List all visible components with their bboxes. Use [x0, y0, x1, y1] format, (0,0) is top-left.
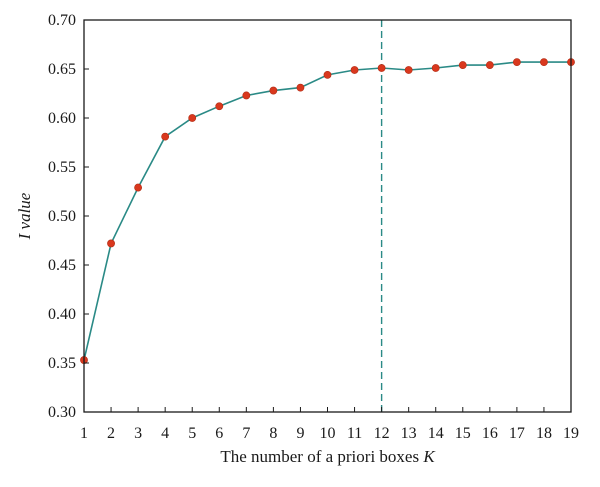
data-point: [242, 91, 251, 100]
x-tick-label: 19: [563, 425, 579, 442]
plot-content: [80, 20, 575, 412]
y-tick-label: 0.70: [48, 12, 76, 29]
x-tick-label: 16: [482, 425, 498, 442]
data-point: [485, 61, 494, 69]
data-point: [188, 114, 197, 122]
x-tick-label: 18: [536, 425, 552, 442]
x-tick-label: 9: [296, 425, 304, 442]
y-tick-label: 0.40: [48, 306, 76, 323]
y-tick-label: 0.65: [48, 61, 76, 78]
y-tick-label: 0.45: [48, 257, 76, 274]
x-tick-label: 1: [80, 425, 88, 442]
data-point: [540, 58, 548, 67]
data-point: [377, 64, 386, 72]
x-tick-label: 14: [428, 425, 444, 442]
x-axis-label-variable: K: [422, 447, 436, 466]
x-tick-label: 2: [107, 425, 115, 442]
x-tick-label: 8: [269, 425, 277, 442]
x-axis-ticks: 1 2 3 4 5 6 7 8 9 10 11 12 13 14 15 16 17 18 19: [80, 407, 579, 442]
data-point: [215, 102, 224, 111]
x-tick-label: 15: [455, 425, 471, 442]
data-point: [350, 66, 359, 74]
data-point: [323, 70, 332, 79]
x-tick-label: 11: [347, 425, 362, 442]
data-point: [161, 132, 170, 141]
x-tick-label: 13: [401, 425, 417, 442]
x-axis-label: The number of a priori boxes K: [220, 447, 436, 466]
y-tick-label: 0.30: [48, 404, 76, 421]
y-tick-label: 0.55: [48, 159, 76, 176]
data-point: [431, 64, 440, 72]
x-axis-label-main: The number of a priori boxes: [220, 447, 423, 466]
series-line: [83, 61, 571, 361]
y-tick-label: 0.35: [48, 355, 76, 372]
x-tick-label: 17: [509, 425, 525, 442]
x-tick-label: 3: [134, 425, 142, 442]
x-tick-label: 5: [188, 425, 196, 442]
data-point: [458, 61, 467, 69]
plot-frame: [83, 19, 572, 413]
x-tick-label: 6: [215, 425, 223, 442]
y-axis-label: I value: [15, 192, 34, 240]
y-axis-ticks: 0.30 0.35 0.40 0.45 0.50 0.55 0.60 0.65 0.70: [48, 12, 89, 421]
data-point: [296, 83, 305, 92]
x-tick-label: 10: [320, 425, 336, 442]
y-tick-label: 0.60: [48, 110, 76, 127]
data-point: [512, 58, 521, 67]
data-point: [404, 66, 413, 74]
data-point: [134, 183, 143, 192]
x-tick-label: 7: [242, 425, 250, 442]
data-point: [269, 86, 278, 95]
x-tick-label: 4: [161, 425, 169, 442]
x-tick-label: 12: [374, 425, 390, 442]
data-point: [107, 239, 115, 248]
y-tick-label: 0.50: [48, 208, 76, 225]
